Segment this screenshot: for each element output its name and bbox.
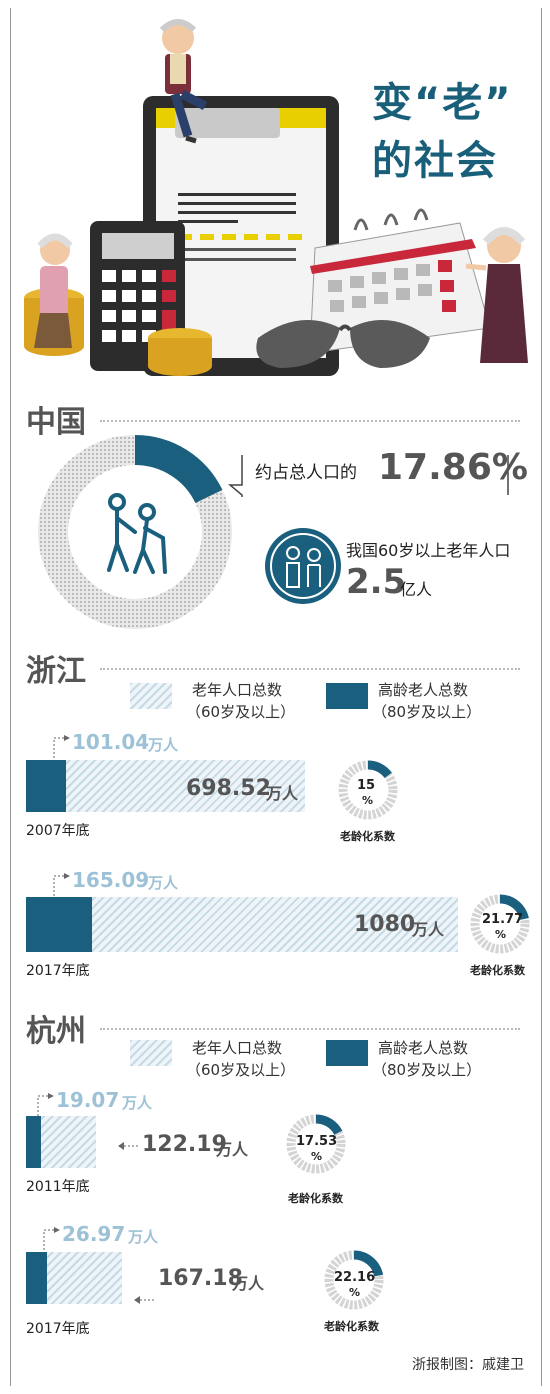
old-value: 26.97 bbox=[62, 1222, 126, 1246]
ratio-label: 老龄化系数 bbox=[340, 830, 395, 843]
year-label: 2017年底 bbox=[26, 963, 90, 979]
calendar-illustration bbox=[309, 208, 491, 354]
divider bbox=[100, 1028, 520, 1030]
total-unit: 万人 bbox=[412, 920, 445, 939]
legend-old-label: 高龄老人总数 bbox=[378, 681, 469, 699]
total-unit: 万人 bbox=[216, 1140, 249, 1159]
ratio-value: 21.77 bbox=[482, 912, 524, 927]
old-unit: 万人 bbox=[148, 874, 179, 892]
legend-total-swatch bbox=[130, 1040, 172, 1066]
elderly-unit: 亿人 bbox=[400, 580, 433, 599]
aging-ratio-donut bbox=[286, 1114, 346, 1174]
legend-total-swatch bbox=[130, 683, 172, 709]
aging-ratio-donut bbox=[470, 894, 530, 954]
ratio-label: 老龄化系数 bbox=[324, 1320, 379, 1333]
ratio-value: 17.53 bbox=[296, 1134, 338, 1149]
legend-old-swatch bbox=[326, 683, 368, 709]
bar-old bbox=[26, 1116, 41, 1168]
grandma-right-illustration bbox=[465, 227, 528, 363]
ratio-arc bbox=[367, 760, 392, 779]
legend-total-label: 老年人口总数 bbox=[192, 681, 283, 699]
total-unit: 万人 bbox=[232, 1274, 265, 1293]
divider bbox=[100, 420, 520, 422]
china-donut-chart bbox=[38, 435, 232, 629]
donut-share-arc bbox=[134, 435, 223, 504]
bar-old bbox=[26, 1252, 47, 1304]
hangzhou-heading: 杭州 bbox=[26, 1014, 86, 1049]
grandpa-illustration bbox=[159, 19, 208, 144]
legend-total-range: （60岁及以上） bbox=[186, 1061, 296, 1079]
zhejiang-heading: 浙江 bbox=[26, 654, 86, 689]
ratio-unit: % bbox=[362, 794, 374, 807]
page-title: 变“老” bbox=[372, 80, 513, 126]
bar-old bbox=[26, 897, 93, 952]
elderly-text: 我国60岁以上老年人口 bbox=[346, 541, 511, 560]
total-value: 122.19 bbox=[142, 1132, 227, 1157]
total-value: 698.52 bbox=[186, 776, 271, 801]
glasses-illustration bbox=[256, 320, 430, 368]
share-prefix: 约占总人口的 bbox=[255, 463, 357, 483]
credit: 浙报制图：戚建卫 bbox=[412, 1357, 524, 1373]
year-label: 2011年底 bbox=[26, 1179, 90, 1195]
callout-line bbox=[43, 1227, 60, 1252]
legend-old-range: （80岁及以上） bbox=[372, 1061, 482, 1079]
bar-total bbox=[26, 897, 458, 952]
ratio-arc bbox=[499, 894, 529, 921]
page-title-line2: 的社会 bbox=[372, 138, 498, 184]
ratio-value: 22.16 bbox=[334, 1270, 376, 1285]
aging-ratio-donut bbox=[338, 760, 398, 820]
ratio-unit: % bbox=[311, 1150, 323, 1163]
old-unit: 万人 bbox=[128, 1228, 159, 1246]
grandma-left-illustration bbox=[34, 233, 73, 348]
page-frame bbox=[10, 8, 542, 1386]
old-value: 19.07 bbox=[56, 1088, 120, 1112]
aging-ratio-donut bbox=[324, 1250, 384, 1310]
total-value: 1080 bbox=[354, 912, 416, 937]
legend-total-range: （60岁及以上） bbox=[186, 703, 296, 721]
bar-old bbox=[26, 760, 67, 812]
ratio-arc bbox=[353, 1250, 384, 1277]
ratio-label: 老龄化系数 bbox=[470, 964, 525, 977]
year-label: 2017年底 bbox=[26, 1321, 90, 1337]
old-unit: 万人 bbox=[122, 1094, 153, 1112]
legend-total-label: 老年人口总数 bbox=[192, 1039, 283, 1057]
china-heading: 中国 bbox=[26, 405, 86, 440]
ratio-value: 15 bbox=[357, 778, 376, 793]
legend-old-range: （80岁及以上） bbox=[372, 703, 482, 721]
header-illustration bbox=[24, 19, 528, 376]
legend-old-label: 高龄老人总数 bbox=[378, 1039, 469, 1057]
callout-arrow bbox=[118, 1142, 140, 1150]
share-callout-frame bbox=[228, 455, 509, 497]
bar-total bbox=[26, 760, 306, 812]
year-label: 2007年底 bbox=[26, 823, 90, 839]
old-unit: 万人 bbox=[148, 736, 179, 754]
share-value: 17.86% bbox=[378, 447, 528, 488]
old-value: 165.09 bbox=[72, 868, 150, 892]
callout-line bbox=[37, 1093, 54, 1118]
callout-line bbox=[53, 873, 70, 898]
total-value: 167.18 bbox=[158, 1266, 243, 1291]
elderly-couple-icon bbox=[107, 493, 167, 574]
ratio-label: 老龄化系数 bbox=[288, 1192, 343, 1205]
ratio-unit: % bbox=[495, 928, 507, 941]
callout-line bbox=[53, 735, 70, 760]
callout-arrow bbox=[134, 1296, 156, 1304]
elderly-badge-icon bbox=[265, 528, 341, 604]
elderly-value: 2.5 bbox=[346, 562, 407, 602]
old-value: 101.04 bbox=[72, 730, 150, 754]
divider bbox=[100, 668, 520, 670]
ratio-arc bbox=[315, 1114, 343, 1136]
legend-old-swatch bbox=[326, 1040, 368, 1066]
total-unit: 万人 bbox=[266, 784, 299, 803]
ratio-unit: % bbox=[349, 1286, 361, 1299]
